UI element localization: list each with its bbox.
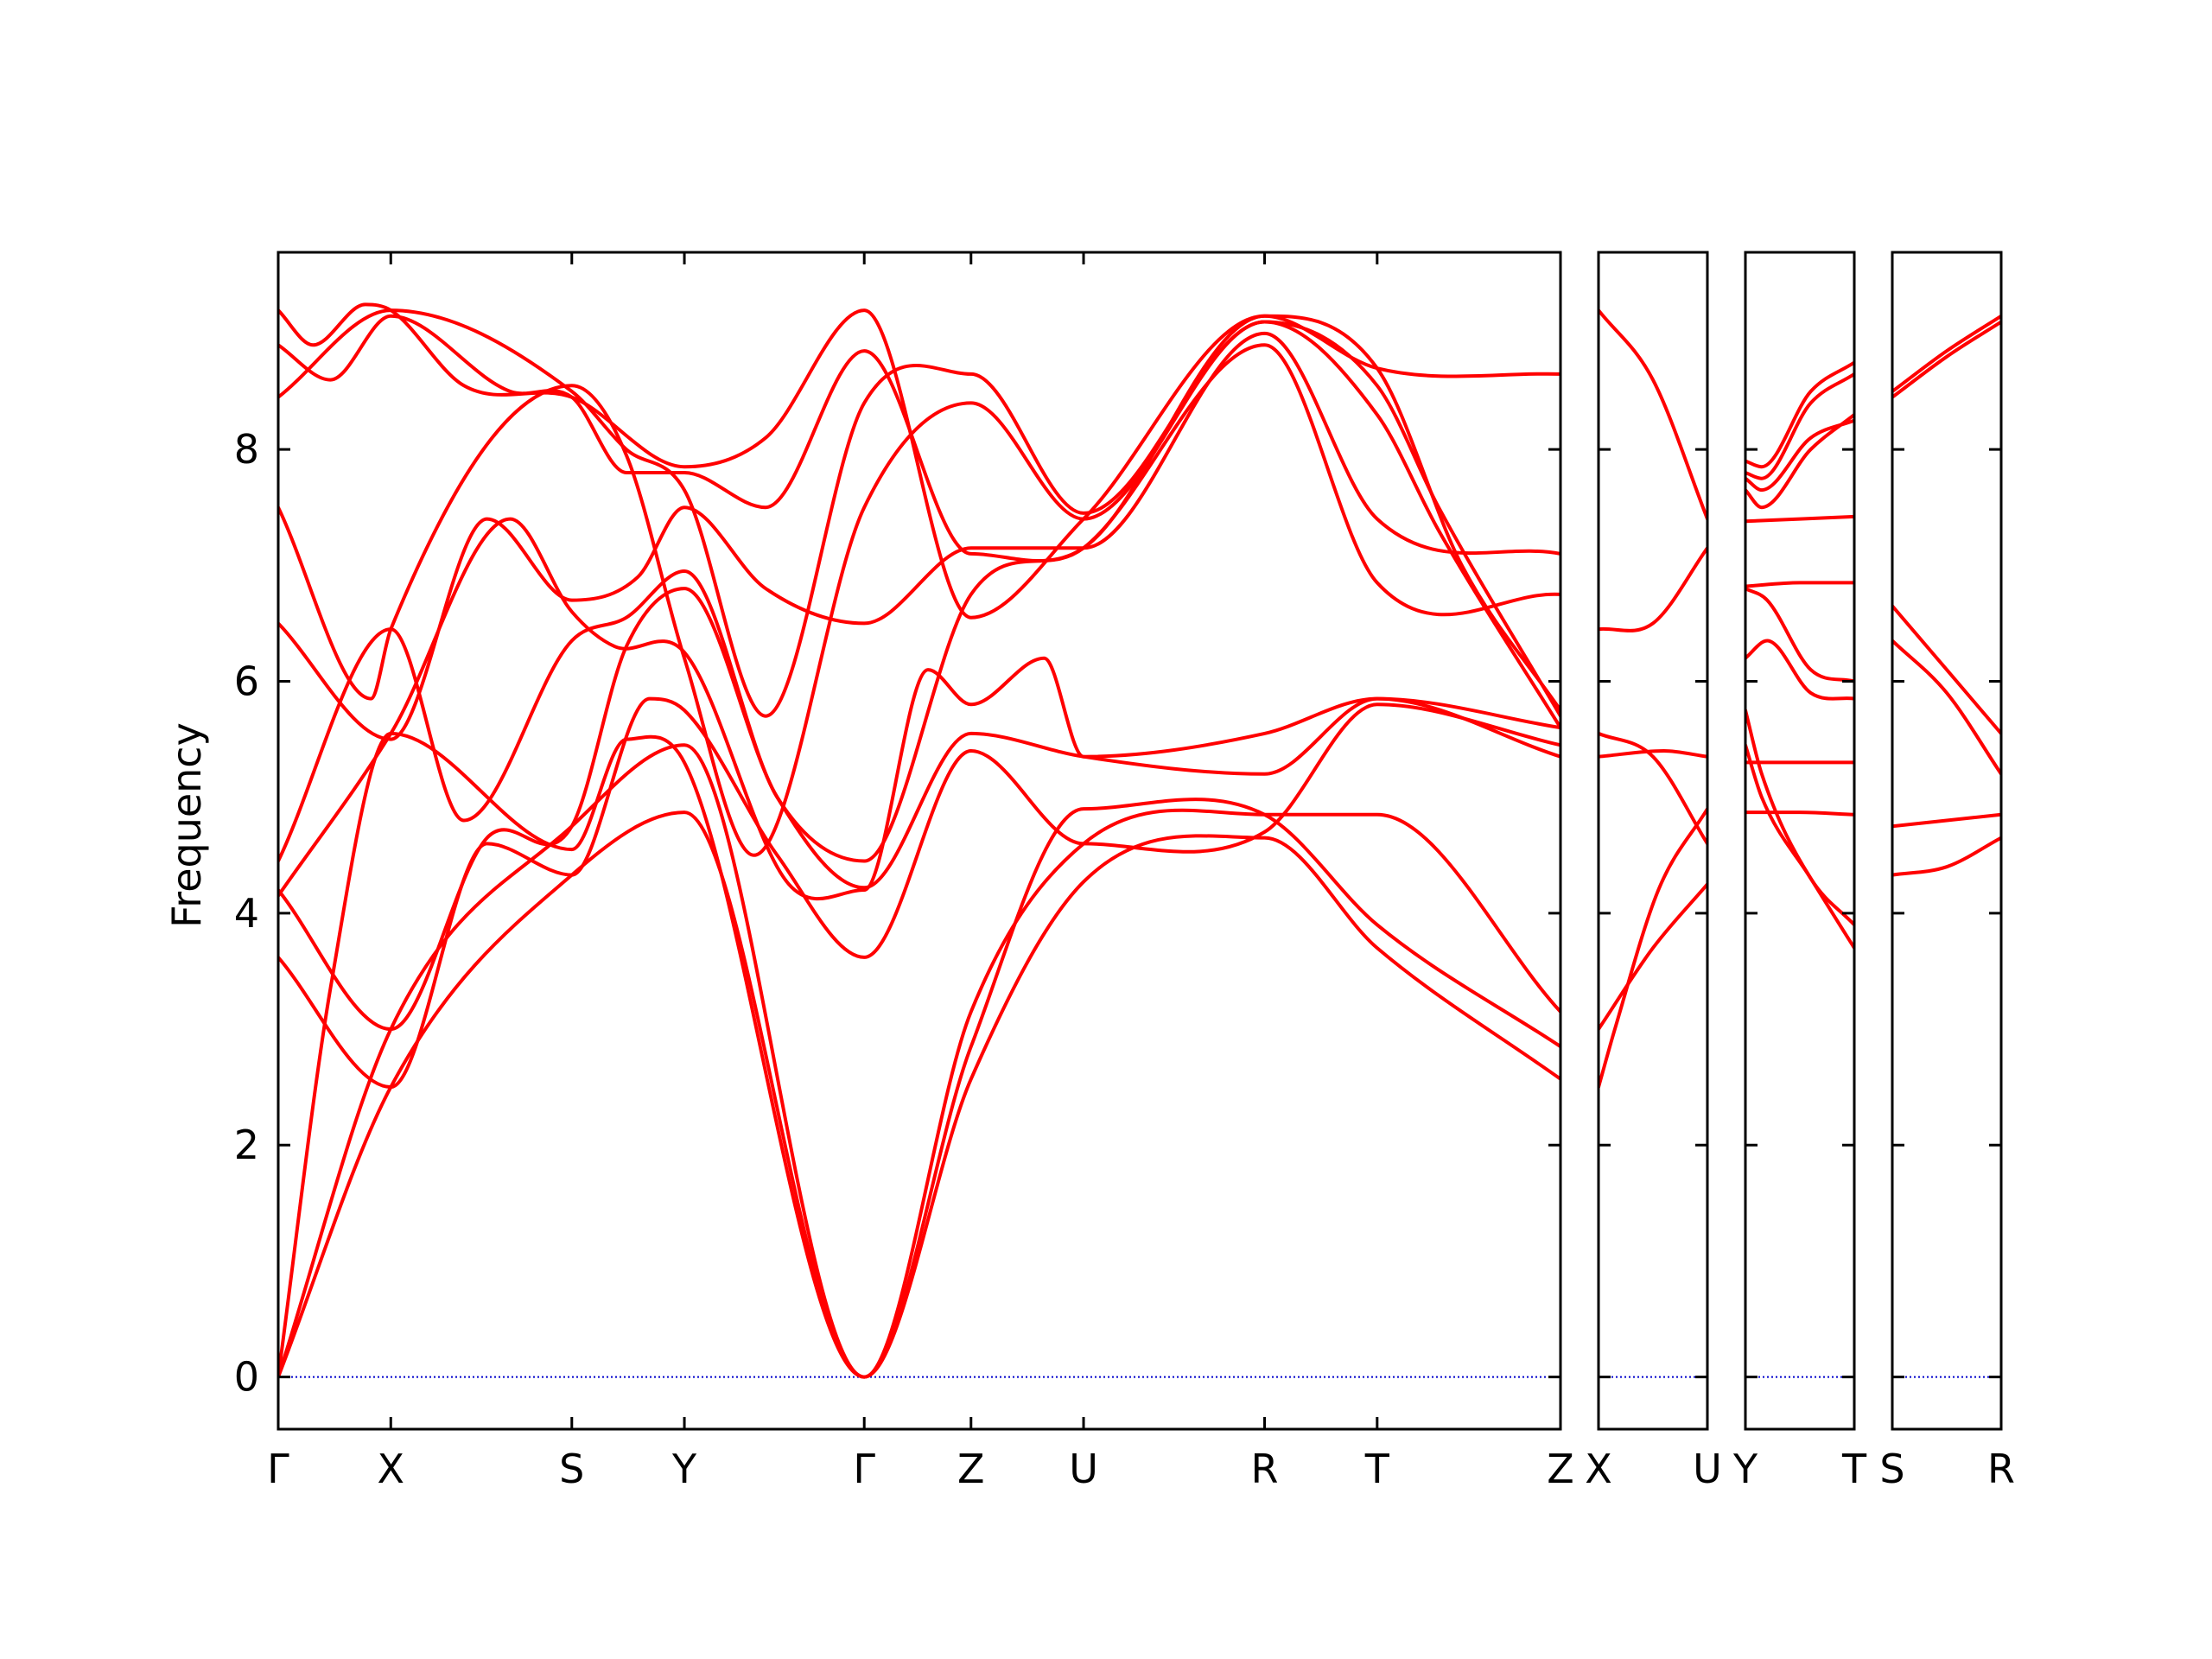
band-line-2 [1892,812,2001,829]
x-tick-label: X [1585,1446,1612,1492]
band-line-5 [1599,546,1707,632]
band-line-12 [1745,360,1854,469]
band-line-4 [278,696,1560,1090]
band-line-6 [1599,308,1707,521]
panel-frame [1597,251,1709,1431]
band-line-3 [1745,743,1854,950]
band-group [1745,360,1854,950]
band-line-11 [278,314,1560,563]
band-line-10 [1745,418,1854,493]
band-line-5 [1892,320,2001,399]
band-line-5 [1745,639,1854,701]
band-line-11 [1745,372,1854,480]
band-line-7 [278,343,1560,863]
band-line-3 [278,731,1560,1379]
band-line-5 [278,587,1560,1032]
band-line-1 [1745,810,1854,817]
band-line-10 [278,308,1560,718]
panel-main: 0 2 4 6 8 Γ X S Y Γ Z U R T Z [234,251,1574,1492]
y-tick-label: 0 [234,1354,259,1401]
x-tick-label: R [1987,1446,2015,1492]
band-line-1 [1892,836,2001,877]
band-line-9 [1745,412,1854,510]
band-line-1 [278,810,1560,1379]
x-tick-label: S [559,1446,584,1492]
x-tick-label: X [378,1446,405,1492]
band-group [1892,314,2001,877]
band-line-3 [1892,639,2001,776]
y-tick-label: 4 [234,890,259,937]
x-tick-label: Γ [267,1446,289,1492]
x-tick-label: U [1069,1446,1098,1492]
x-tick-label: Z [1547,1446,1574,1492]
band-line-12 [278,302,1560,712]
x-tick-label: Y [1732,1446,1758,1492]
x-tick-label: T [1841,1446,1867,1492]
y-tick-label: 2 [234,1122,259,1168]
band-line-9 [278,320,1560,857]
x-tick-label: R [1251,1446,1279,1492]
band-line-7 [1745,581,1854,588]
x-tick-label: Γ [853,1446,875,1492]
band-line-2 [1599,882,1707,1032]
panel-frame [276,251,1562,1431]
band-line-4 [1745,709,1854,927]
band-line-6 [1892,314,2001,393]
band-group [278,302,1560,1379]
x-tick-label: Z [957,1446,985,1492]
y-axis-label: Frequency [163,722,210,928]
band-line-8 [278,331,1560,741]
panel-frame [1891,251,2003,1431]
panel-frame [1744,251,1856,1431]
y-tick-label: 6 [234,658,259,704]
x-tick-label: Y [671,1446,697,1492]
band-line-4 [1599,749,1707,759]
band-line-2 [278,743,1560,1379]
band-line-4 [1892,604,2001,735]
x-tick-label: T [1364,1446,1390,1492]
x-tick-label: U [1693,1446,1722,1492]
x-tick-label: S [1879,1446,1904,1492]
band-line-6 [278,517,1560,901]
band-line-8 [1745,514,1854,524]
y-tick-label: 8 [234,426,259,473]
band-line-6 [1745,587,1854,683]
band-line-3 [1599,731,1707,846]
band-group [1599,308,1707,1090]
band-line-1 [1599,807,1707,1090]
